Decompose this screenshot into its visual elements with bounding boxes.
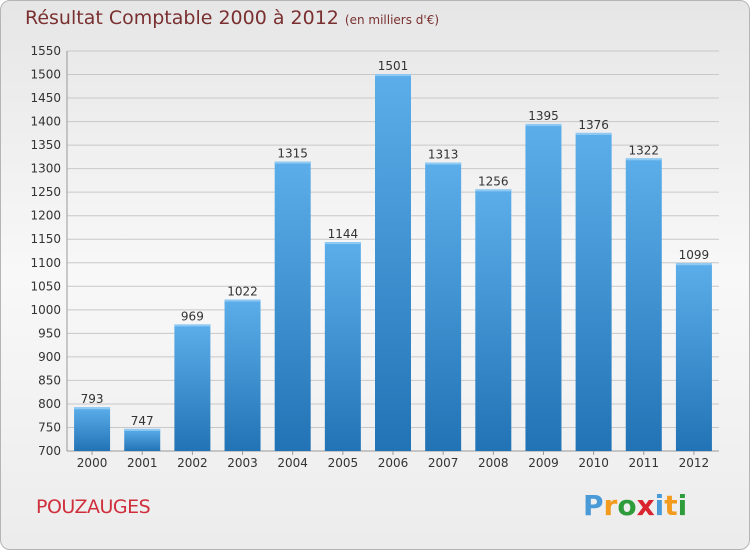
value-label-2002: 969 <box>181 309 204 323</box>
bar-2011 <box>625 158 662 451</box>
value-label-2001: 747 <box>131 414 154 428</box>
logo-letter: i <box>654 489 665 522</box>
y-tick-label: 850 <box>38 373 61 387</box>
logo-letter: x <box>636 489 655 522</box>
logo-letter: P <box>583 489 604 522</box>
y-tick-label: 700 <box>38 444 61 458</box>
value-label-2004: 1315 <box>277 147 308 161</box>
logo-letter: i <box>677 489 688 522</box>
y-tick-label: 1400 <box>30 115 61 129</box>
bar-highlight <box>425 162 462 165</box>
x-tick-label-2002: 2002 <box>177 456 208 470</box>
value-label-2010: 1376 <box>578 118 609 132</box>
y-tick-label: 1450 <box>30 91 61 105</box>
bar-2009 <box>525 123 562 452</box>
value-label-2012: 1099 <box>679 248 710 262</box>
x-tick-label-2005: 2005 <box>328 456 359 470</box>
bar-highlight <box>124 428 161 431</box>
bar-2007 <box>425 162 462 451</box>
x-tick-label-2001: 2001 <box>127 456 158 470</box>
chart-title: Résultat Comptable 2000 à 2012 (en millie… <box>25 7 439 29</box>
y-tick-label: 800 <box>38 397 61 411</box>
x-tick-label-2010: 2010 <box>578 456 609 470</box>
value-label-2005: 1144 <box>328 227 359 241</box>
y-tick-label: 950 <box>38 326 61 340</box>
value-label-2008: 1256 <box>478 174 509 188</box>
value-labels: 793 747 969 1022 1315 1144 1501 1313 1256 1395 137… <box>81 59 710 428</box>
x-tick-label-2004: 2004 <box>277 456 308 470</box>
value-label-2000: 793 <box>81 392 104 406</box>
y-axis-ticks: 700 750 800 850 900 950 1000 1050 1100 1150 1200 12… <box>30 44 61 458</box>
bar-2000 <box>74 407 111 451</box>
logo-letter: o <box>617 489 637 522</box>
x-tick-label-2008: 2008 <box>478 456 509 470</box>
y-tick-label: 1250 <box>30 185 61 199</box>
value-label-2009: 1395 <box>528 109 559 123</box>
y-tick-label: 1100 <box>30 256 61 270</box>
y-tick-label: 1000 <box>30 303 61 317</box>
bar-2003 <box>224 299 261 451</box>
x-tick-label-2007: 2007 <box>428 456 459 470</box>
logo-letter: r <box>603 489 618 522</box>
bar-2006 <box>375 74 411 451</box>
bar-2004 <box>274 161 311 451</box>
value-label-2003: 1022 <box>227 284 258 298</box>
bar-2012 <box>675 263 712 451</box>
bar-2005 <box>324 242 361 451</box>
y-tick-label: 750 <box>38 420 61 434</box>
y-tick-label: 1350 <box>30 138 61 152</box>
x-axis-ticks: 2000 2001 2002 2003 2004 2005 2006 2007 2008 2009… <box>77 451 709 470</box>
x-tick-label-2009: 2009 <box>528 456 559 470</box>
bar-highlight <box>274 161 311 164</box>
value-label-2007: 1313 <box>428 148 459 162</box>
bar-2001 <box>124 428 161 451</box>
x-tick-label-2006: 2006 <box>378 456 409 470</box>
proxiti-logo: Proxiti <box>583 489 687 522</box>
y-tick-label: 1200 <box>30 209 61 223</box>
chart-title-text: Résultat Comptable 2000 à 2012 <box>25 7 339 29</box>
y-tick-label: 1500 <box>30 68 61 82</box>
bar-2008 <box>475 189 512 451</box>
value-label-2011: 1322 <box>628 143 659 157</box>
bar-2002 <box>174 324 211 451</box>
logo-letter: t <box>664 489 678 522</box>
bars <box>74 74 712 452</box>
y-tick-label: 1150 <box>30 232 61 246</box>
bar-2010 <box>575 132 612 451</box>
y-tick-label: 900 <box>38 350 61 364</box>
bar-highlight <box>74 407 111 410</box>
bar-highlight <box>525 123 562 126</box>
x-tick-label-2000: 2000 <box>77 456 108 470</box>
bar-highlight <box>224 299 261 302</box>
value-label-2006: 1501 <box>378 59 409 73</box>
y-tick-label: 1050 <box>30 279 61 293</box>
x-tick-label-2003: 2003 <box>227 456 258 470</box>
bar-highlight <box>174 324 211 327</box>
bar-highlight <box>324 242 361 245</box>
bar-highlight <box>625 158 662 161</box>
y-tick-label: 1300 <box>30 162 61 176</box>
bar-highlight <box>675 263 712 266</box>
x-tick-label-2011: 2011 <box>628 456 659 470</box>
y-tick-label: 1550 <box>30 44 61 58</box>
bar-highlight <box>575 132 612 135</box>
bar-highlight <box>475 189 512 192</box>
town-name: POUZAUGES <box>36 496 151 518</box>
chart-subtitle: (en milliers d'€) <box>344 13 440 27</box>
bar-highlight <box>375 74 411 77</box>
x-tick-label-2012: 2012 <box>679 456 710 470</box>
